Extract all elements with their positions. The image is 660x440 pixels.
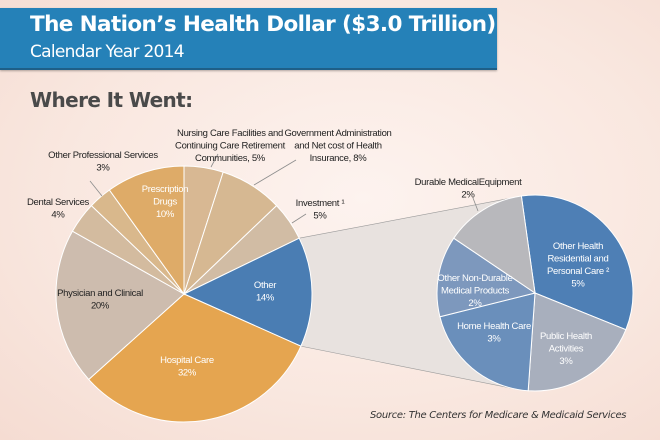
section-title: Where It Went: xyxy=(30,88,193,112)
label-physician: Physician and Clinical 20% xyxy=(57,288,143,312)
label-line: Government Administration xyxy=(284,128,391,139)
label-line: Insurance, 8% xyxy=(310,153,368,164)
slice-prescription xyxy=(108,165,185,296)
slice-publichealth xyxy=(527,292,627,392)
label-line: Activities xyxy=(549,344,584,355)
label-line: 10% xyxy=(156,209,175,220)
label-line: 3% xyxy=(487,334,501,345)
label-line: Drugs xyxy=(153,197,177,208)
label-line: 2% xyxy=(461,190,475,201)
slice-other xyxy=(182,237,313,347)
label-prescription: Prescription Drugs 10% xyxy=(142,184,189,220)
label-otherprof: Other Professional Services 3% xyxy=(48,150,158,174)
slice-durable xyxy=(453,195,536,295)
label-line: 5% xyxy=(571,279,585,290)
label-line: Investment ¹ xyxy=(296,198,345,209)
label-line: Personal Care ² xyxy=(547,266,609,277)
label-line: Residential and xyxy=(548,254,609,265)
label-line: 20% xyxy=(91,301,110,312)
slice-nondurable xyxy=(436,237,537,318)
label-line: Continuing Care Retirement xyxy=(175,141,286,152)
label-line: Other Health xyxy=(553,241,603,252)
label-nondurable: Other Non-Durable Medical Products 2% xyxy=(437,273,512,309)
source-note: Source: The Centers for Medicare & Medic… xyxy=(370,410,627,421)
label-hospital: Hospital Care 32% xyxy=(160,355,214,379)
slice-homehealth xyxy=(439,292,536,392)
main-pie xyxy=(55,165,313,423)
label-line: Medical Products xyxy=(441,286,510,297)
label-line: 4% xyxy=(51,210,65,221)
label-line: Prescription xyxy=(142,184,189,195)
label-nursing: Nursing Care Facilities and Continuing Ca… xyxy=(175,128,286,164)
label-other: Other 14% xyxy=(254,280,276,304)
label-govt: Government Administration and Net cost of… xyxy=(284,128,391,164)
leader-line-govt xyxy=(253,159,297,186)
label-line: Other Non-Durable xyxy=(437,273,512,284)
leader-line-durable xyxy=(472,197,479,212)
leader-line-investment xyxy=(291,213,307,224)
label-line: 32% xyxy=(178,368,197,379)
label-line: Nursing Care Facilities and xyxy=(177,128,283,139)
label-line: 3% xyxy=(96,163,110,174)
leader-line-otherprof xyxy=(89,180,103,197)
page-subtitle: Calendar Year 2014 xyxy=(30,42,185,62)
label-line: Home Health Care xyxy=(457,321,531,332)
label-durable: Durable MedicalEquipment 2% xyxy=(415,177,523,201)
label-line: 5% xyxy=(313,211,327,222)
label-residential: Other Health Residential and Personal Care… xyxy=(547,241,609,290)
slice-residential xyxy=(520,194,634,331)
leader-line-nursing xyxy=(210,153,219,168)
label-investment: Investment ¹ 5% xyxy=(296,198,345,222)
label-line: Public Health xyxy=(540,331,592,342)
label-dental: Dental Services 4% xyxy=(27,197,90,221)
label-homehealth: Home Health Care 3% xyxy=(457,321,531,345)
leader-lines xyxy=(89,153,479,224)
label-line: Durable MedicalEquipment xyxy=(415,177,523,188)
label-line: Dental Services xyxy=(27,197,90,208)
slice-labels: Nursing Care Facilities and Continuing Ca… xyxy=(27,128,609,379)
other-breakdown-pie xyxy=(436,194,634,392)
slice-hospital xyxy=(87,293,302,423)
label-line: Other xyxy=(254,280,276,291)
label-line: 3% xyxy=(559,356,573,367)
label-line: 2% xyxy=(468,298,482,309)
header-banner: The Nation’s Health Dollar ($3.0 Trillio… xyxy=(0,8,497,70)
label-publichealth: Public Health Activities 3% xyxy=(540,331,592,367)
label-line: Other Professional Services xyxy=(48,150,158,161)
slice-physician xyxy=(55,230,185,381)
label-line: Hospital Care xyxy=(160,355,214,366)
label-line: Physician and Clinical xyxy=(57,288,143,299)
label-line: Communities, 5% xyxy=(195,153,266,164)
label-line: 14% xyxy=(256,293,275,304)
label-line: and Net cost of Health xyxy=(294,141,381,152)
page-title: The Nation’s Health Dollar ($3.0 Trillio… xyxy=(30,12,496,37)
